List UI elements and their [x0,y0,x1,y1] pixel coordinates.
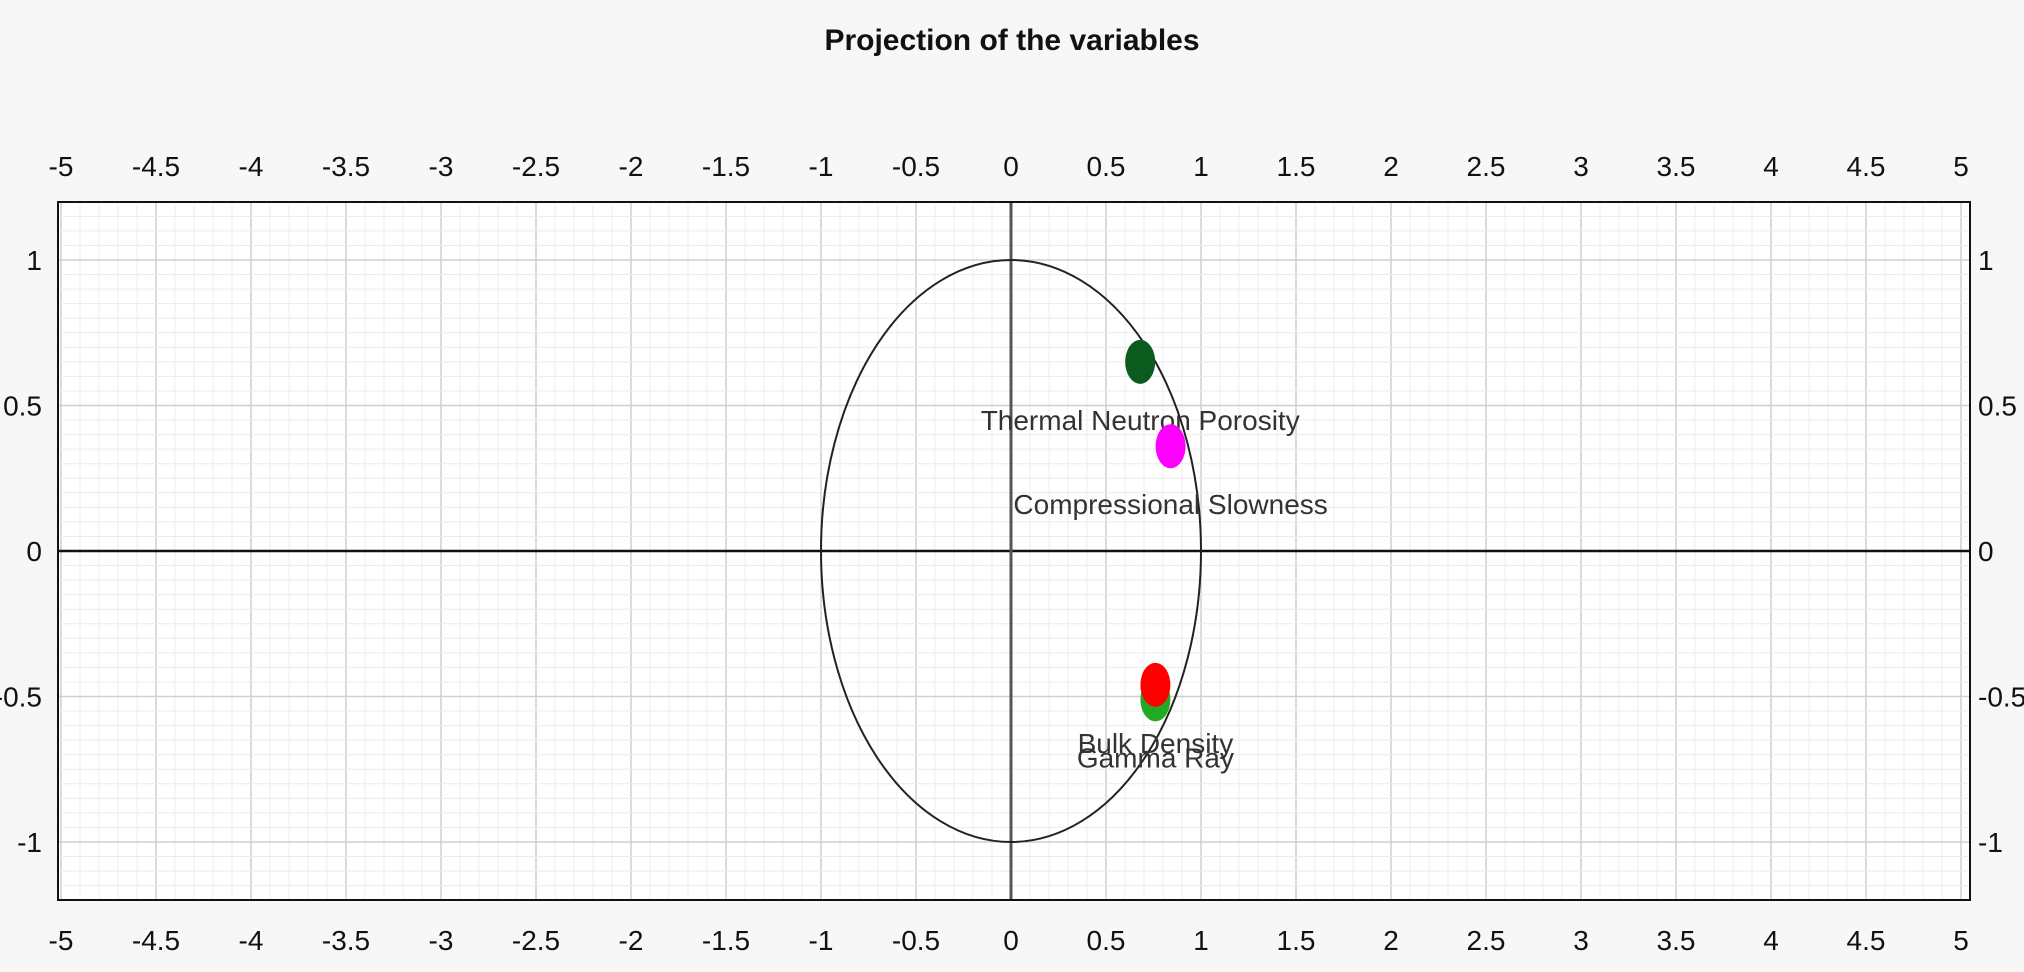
y-tick-label-left: -1 [17,827,42,858]
data-point [1140,662,1171,707]
y-tick-label-right: 0.5 [1978,391,2017,422]
x-tick-label-top: 4 [1763,151,1779,182]
x-tick-label-bottom: 2.5 [1467,925,1506,956]
x-tick-label-bottom: 5 [1953,925,1969,956]
y-tick-label-right: 0 [1978,536,1994,567]
data-point [1155,424,1186,469]
x-tick-label-bottom: -4.5 [132,925,180,956]
x-tick-label-top: -3.5 [322,151,370,182]
x-tick-label-top: 1.5 [1277,151,1316,182]
correlation-circle [820,259,1202,843]
chart-title: Projection of the variables [824,24,1199,57]
y-tick-label-right: 1 [1978,245,1994,276]
data-points: Thermal Neutron Porosity Compressional Sl… [981,339,1328,773]
data-point-label: Bulk Density [1078,728,1234,759]
x-tick-label-top: 0 [1003,151,1019,182]
x-tick-label-bottom: -2 [619,925,644,956]
x-tick-label-bottom: 3 [1573,925,1589,956]
x-tick-label-bottom: -0.5 [892,925,940,956]
x-tick-label-bottom: -3 [429,925,454,956]
x-tick-label-bottom: -3.5 [322,925,370,956]
axes [58,202,1970,900]
x-tick-label-bottom: 1 [1193,925,1209,956]
data-point [1125,339,1156,384]
data-point-label: Thermal Neutron Porosity [981,405,1300,436]
x-tick-label-bottom: 1.5 [1277,925,1316,956]
x-tick-label-bottom: -4 [239,925,264,956]
data-point-label: Compressional Slowness [1013,489,1327,520]
x-tick-label-bottom: 2 [1383,925,1399,956]
x-tick-label-bottom: -2.5 [512,925,560,956]
x-tick-label-top: -0.5 [892,151,940,182]
tick-labels: -5 -5 -4.5 -4.5 -4 -4 -3.5 -3.5 -3 -3 -2.5 -2.5 -2 -2… [0,151,2024,956]
x-tick-label-top: 3 [1573,151,1589,182]
x-tick-label-top: 2.5 [1467,151,1506,182]
x-tick-label-bottom: 4.5 [1847,925,1886,956]
x-tick-label-top: 1 [1193,151,1209,182]
y-tick-label-right: -0.5 [1978,682,2024,713]
x-tick-label-top: -4 [239,151,264,182]
x-tick-label-bottom: 0 [1003,925,1019,956]
x-tick-label-top: -4.5 [132,151,180,182]
x-tick-label-top: 2 [1383,151,1399,182]
x-tick-label-top: 5 [1953,151,1969,182]
y-tick-label-left: 0 [26,536,42,567]
x-tick-label-bottom: 0.5 [1087,925,1126,956]
data-point-label: Gamma Ray [1077,742,1234,773]
x-tick-label-top: 4.5 [1847,151,1886,182]
y-tick-label-right: -1 [1978,827,2003,858]
x-tick-label-top: -1.5 [702,151,750,182]
x-tick-label-bottom: 3.5 [1657,925,1696,956]
x-tick-label-top: 3.5 [1657,151,1696,182]
x-tick-label-top: 0.5 [1087,151,1126,182]
x-tick-label-top: -5 [49,151,74,182]
x-tick-label-bottom: 4 [1763,925,1779,956]
x-tick-label-bottom: -1 [809,925,834,956]
x-tick-label-bottom: -5 [49,925,74,956]
x-tick-label-top: -2.5 [512,151,560,182]
y-tick-label-left: 0.5 [3,391,42,422]
x-tick-label-bottom: -1.5 [702,925,750,956]
y-tick-label-left: 1 [26,245,42,276]
y-tick-label-left: -0.5 [0,682,42,713]
x-tick-label-top: -1 [809,151,834,182]
x-tick-label-top: -2 [619,151,644,182]
x-tick-label-top: -3 [429,151,454,182]
plot-frame [57,201,1971,901]
